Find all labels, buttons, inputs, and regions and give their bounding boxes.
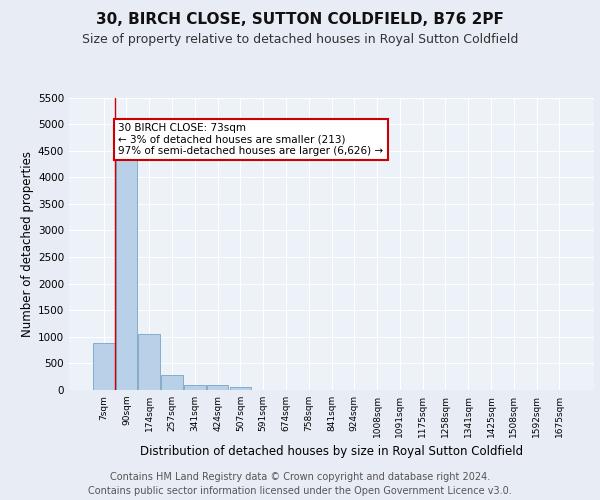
Bar: [230, 387, 251, 390]
Bar: [139, 334, 160, 390]
Text: 30 BIRCH CLOSE: 73sqm
← 3% of detached houses are smaller (213)
97% of semi-deta: 30 BIRCH CLOSE: 73sqm ← 3% of detached h…: [118, 123, 383, 156]
Bar: [116, 148, 137, 390]
Text: Contains public sector information licensed under the Open Government Licence v3: Contains public sector information licen…: [88, 486, 512, 496]
Bar: [207, 386, 229, 390]
X-axis label: Distribution of detached houses by size in Royal Sutton Coldfield: Distribution of detached houses by size …: [140, 446, 523, 458]
Text: 30, BIRCH CLOSE, SUTTON COLDFIELD, B76 2PF: 30, BIRCH CLOSE, SUTTON COLDFIELD, B76 2…: [96, 12, 504, 28]
Text: Contains HM Land Registry data © Crown copyright and database right 2024.: Contains HM Land Registry data © Crown c…: [110, 472, 490, 482]
Bar: [93, 343, 115, 390]
Text: Size of property relative to detached houses in Royal Sutton Coldfield: Size of property relative to detached ho…: [82, 32, 518, 46]
Bar: [161, 374, 183, 390]
Y-axis label: Number of detached properties: Number of detached properties: [21, 151, 34, 337]
Bar: [184, 386, 206, 390]
